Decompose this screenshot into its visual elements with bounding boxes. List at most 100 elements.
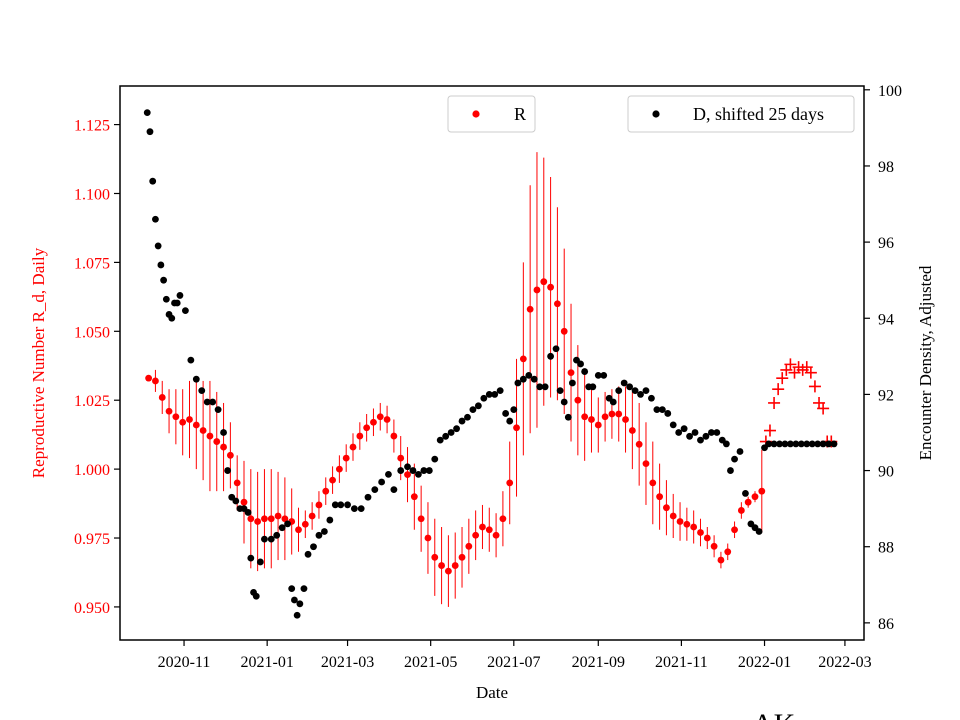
d-data-point	[814, 440, 822, 448]
r-data-point	[663, 504, 670, 512]
r-data-point	[717, 556, 725, 564]
d-data-point	[577, 360, 584, 368]
d-data-point	[252, 592, 260, 600]
d-data-point	[404, 463, 411, 471]
x-tick-label: 2021-09	[572, 654, 625, 671]
d-data-point	[519, 375, 527, 383]
r-data-point	[226, 451, 234, 459]
r-data-point	[281, 515, 289, 523]
d-data-point	[214, 406, 222, 414]
d-data-point	[530, 375, 538, 383]
legend-r-label: R	[514, 104, 526, 124]
d-data-point	[536, 383, 544, 391]
d-data-point	[203, 398, 211, 406]
r-data-point	[547, 283, 554, 291]
d-data-point	[502, 410, 510, 417]
r-data-point	[410, 493, 418, 501]
r-error-bars	[148, 152, 763, 607]
r-data-point	[363, 424, 371, 432]
d-data-point	[173, 299, 181, 307]
d-data-point	[284, 520, 292, 528]
r-data-point	[247, 515, 255, 523]
right-y-tick-label: 92	[878, 387, 894, 404]
d-data-point	[256, 558, 264, 566]
d-data-point	[337, 501, 345, 509]
d-data-point	[609, 398, 617, 406]
d-data-point	[736, 448, 744, 455]
d-data-point	[792, 440, 800, 448]
d-data-point	[680, 425, 688, 433]
d-data-point	[192, 375, 200, 383]
r-data-point	[513, 424, 520, 432]
d-data-point	[702, 432, 710, 440]
r-plus-point	[817, 402, 830, 415]
d-data-point	[304, 550, 312, 558]
d-data-point	[731, 455, 738, 463]
r-data-point	[649, 479, 657, 487]
right-y-tick-label: 90	[878, 464, 894, 481]
d-data-point	[442, 432, 450, 440]
legend-r: R	[447, 95, 536, 133]
right-y-tick-label: 94	[878, 311, 894, 328]
r-data-point	[628, 427, 636, 434]
r-data-point	[315, 501, 323, 509]
d-series-dots	[143, 109, 838, 619]
d-data-point	[371, 486, 379, 494]
r-data-point	[479, 523, 486, 531]
r-data-point	[220, 443, 227, 451]
d-data-point	[273, 531, 281, 539]
d-data-point	[564, 413, 572, 421]
r-data-point	[145, 374, 153, 382]
d-data-point	[224, 467, 232, 474]
d-data-point	[765, 440, 773, 448]
d-data-point	[514, 379, 522, 387]
r-data-point	[581, 413, 589, 421]
right-y-tick-label: 100	[878, 83, 902, 100]
r-data-point	[574, 396, 582, 404]
r-data-point	[622, 416, 629, 423]
d-data-point	[600, 371, 608, 379]
d-data-point	[431, 455, 439, 463]
d-data-point	[168, 314, 176, 322]
d-data-point	[825, 440, 832, 448]
d-data-point	[707, 429, 715, 436]
d-data-point	[409, 467, 417, 474]
r-data-point	[451, 562, 459, 569]
r-data-point	[417, 515, 425, 523]
r-data-point	[472, 531, 480, 539]
left-y-tick-label: 1.050	[74, 324, 110, 341]
r-data-point	[506, 479, 514, 487]
left-y-tick-label: 1.125	[74, 118, 110, 135]
left-y-axis-ticks: 0.950 0.975 1.000 1.025 1.050 1.075 1.100 1.125	[74, 118, 120, 617]
d-data-point	[626, 383, 634, 391]
r-data-point	[690, 523, 698, 531]
d-data-point	[464, 413, 471, 421]
d-data-point	[631, 387, 639, 395]
r-data-point	[533, 286, 541, 294]
right-y-tick-label: 96	[878, 235, 894, 252]
d-data-point	[152, 215, 159, 223]
d-data-point	[787, 440, 794, 448]
d-data-point	[425, 467, 433, 474]
d-data-point	[436, 436, 444, 444]
r-data-point	[438, 562, 445, 569]
r-data-point	[342, 454, 350, 462]
d-data-point	[288, 585, 296, 592]
right-y-tick-label: 88	[878, 540, 894, 557]
d-data-point	[581, 368, 589, 375]
d-data-point	[541, 383, 549, 391]
d-data-point	[458, 417, 466, 425]
d-data-point	[293, 611, 301, 619]
d-data-point	[727, 467, 734, 474]
d-data-point	[344, 501, 351, 509]
d-data-point	[480, 394, 488, 402]
d-data-point	[797, 440, 805, 448]
r-data-point	[254, 518, 262, 525]
d-data-point	[154, 242, 162, 250]
d-data-point	[722, 440, 730, 448]
r-data-point	[485, 526, 493, 534]
r-data-point	[751, 493, 759, 501]
r-data-point	[404, 471, 411, 479]
d-data-point	[176, 292, 184, 299]
d-data-point	[198, 387, 206, 395]
